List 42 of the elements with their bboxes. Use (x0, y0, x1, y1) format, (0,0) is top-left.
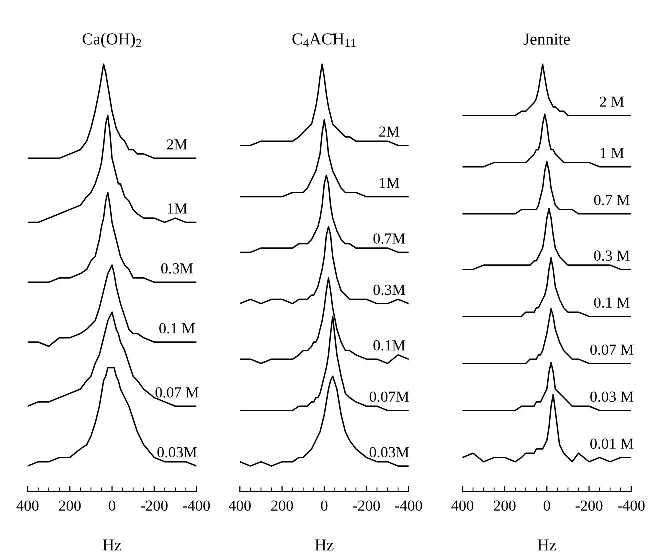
x-tick-label: -200 (141, 500, 168, 512)
series-label: 1M (380, 178, 400, 188)
series-label: 0.3 M (594, 250, 630, 262)
series-label: 0.03M (370, 447, 410, 458)
series-label: 0.07 M (156, 387, 199, 398)
x-axis-title: Hz (103, 540, 122, 551)
x-tick-label: 0 (109, 500, 116, 512)
x-tick-label: -200 (353, 500, 380, 512)
x-tick-label: 400 (452, 500, 474, 512)
series-label: 0.07M (370, 392, 410, 402)
series-label: 0.7 M (594, 195, 630, 206)
series-label: 1 M (600, 148, 624, 158)
x-tick-label: 0 (544, 500, 550, 512)
x-tick-label: -400 (183, 500, 210, 512)
x-tick-label: 200 (272, 500, 294, 512)
series-label: 0.7M (374, 234, 406, 244)
series-label: 2 M (600, 96, 624, 107)
x-tick-label: -200 (576, 500, 603, 512)
x-tick-label: 400 (16, 500, 39, 512)
x-axis-title: Hz (315, 540, 334, 551)
series-label: 0.1 M (594, 298, 630, 308)
series-label: 0.03M (158, 447, 197, 458)
x-tick-label: 200 (494, 500, 516, 512)
series-label: 0.03 M (590, 392, 634, 402)
series-label: 0.01 M (590, 438, 634, 450)
chart-title: C$_{4}$AC̄H$_{11}$ (292, 34, 356, 47)
x-tick-label: 0 (321, 500, 328, 512)
chart-title: Jennite (524, 34, 570, 45)
series-label: 2M (379, 126, 400, 137)
x-axis-title: Hz (538, 540, 556, 551)
series-label: 1M (168, 204, 188, 214)
series-label: 0.3M (374, 284, 406, 296)
x-tick-label: 200 (59, 500, 81, 512)
x-tick-label: 400 (228, 500, 252, 512)
series-label: 0.1M (374, 340, 406, 351)
series-label: 0.07 M (590, 344, 634, 356)
x-tick-label: -400 (395, 500, 422, 512)
x-tick-label: -400 (618, 500, 645, 512)
chart-title: Ca(OH)$_{2}$ (82, 33, 142, 48)
series-label: 2M (167, 140, 188, 150)
series-label: 0.3M (161, 263, 194, 274)
series-label: 0.1 M (160, 323, 196, 334)
